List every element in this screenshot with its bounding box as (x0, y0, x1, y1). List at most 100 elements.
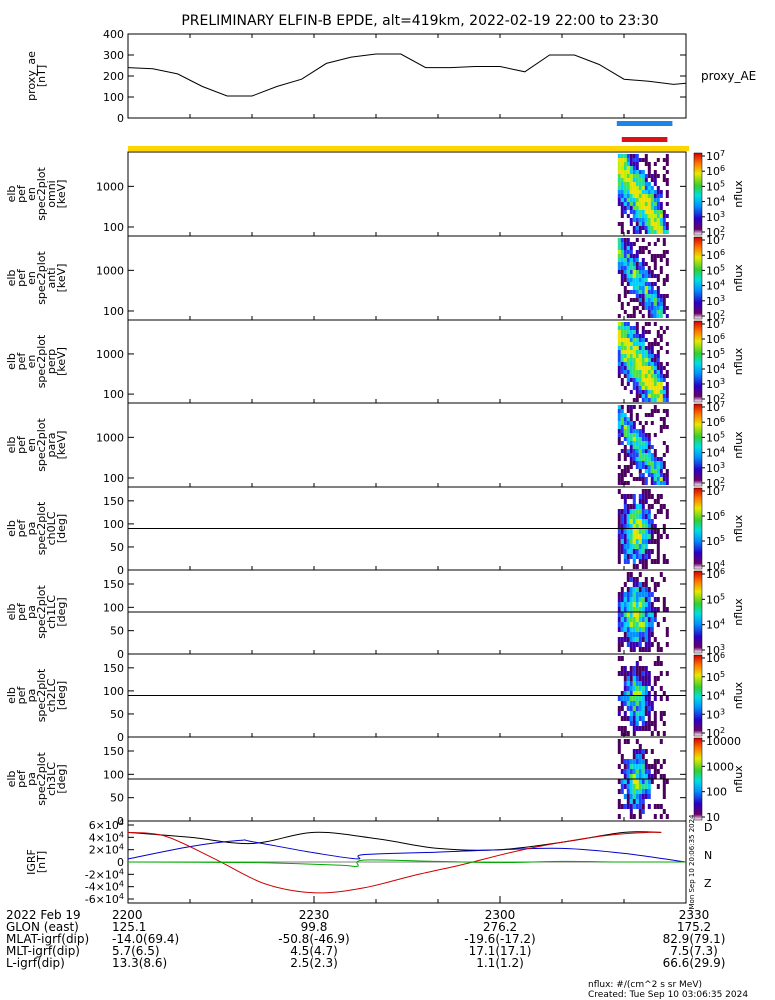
x-axis (127, 896, 687, 903)
heatmap-cell (647, 696, 651, 701)
heatmap-cell (623, 445, 627, 449)
heatmap-cell (632, 306, 636, 310)
heatmap-cell (629, 254, 633, 258)
heatmap-cell (650, 274, 654, 278)
y-axis-label-line: proxy_ae (25, 51, 38, 101)
footer-row-value: -19.6(-17.2) (464, 932, 535, 946)
heatmap-cell (650, 622, 654, 627)
heatmap-cell (617, 222, 621, 226)
heatmap-cell (653, 469, 657, 473)
heatmap-cell (662, 441, 666, 445)
heatmap-cell (641, 622, 645, 627)
heatmap-cell (641, 398, 645, 402)
heatmap-cell (632, 218, 636, 222)
heatmap-cell (629, 592, 633, 597)
heatmap-cell (665, 469, 669, 473)
heatmap-cell (638, 642, 642, 647)
heatmap-cell (620, 190, 624, 194)
heatmap-cell (647, 210, 651, 214)
colorbar (693, 236, 703, 320)
heatmap-cell (623, 266, 627, 270)
heatmap-cell (662, 298, 666, 302)
panel-frame (127, 402, 687, 488)
heatmap-cell (623, 514, 627, 519)
heatmap-cell (659, 465, 663, 469)
heatmap-cell (617, 350, 621, 354)
heatmap-cell (641, 564, 645, 569)
footer-row-label: MLT-igrf(dip) (6, 944, 80, 958)
heatmap-cell (665, 425, 669, 429)
heatmap-cell (641, 314, 645, 318)
heatmap-cell (644, 764, 648, 769)
heatmap-cell (656, 582, 660, 587)
heatmap-cell (635, 661, 639, 666)
heatmap-cell (620, 338, 624, 342)
heatmap-cell (626, 302, 630, 306)
heatmap-cell (620, 154, 624, 158)
footer-row-value: 13.3(8.6) (112, 956, 167, 970)
heatmap-cell (659, 226, 663, 230)
heatmap-cell (650, 370, 654, 374)
heatmap-cell (635, 554, 639, 559)
heatmap-cell (662, 238, 666, 242)
heatmap-cell (644, 509, 648, 514)
heatmap-cell (629, 637, 633, 642)
heatmap-cell (659, 509, 663, 514)
heatmap-cell (629, 774, 633, 779)
heatmap-cell (626, 374, 630, 378)
heatmap-cell (632, 162, 636, 166)
heatmap-cell (644, 494, 648, 499)
heatmap-cell (617, 186, 621, 190)
heatmap-cell (626, 794, 630, 799)
heatmap-cell (620, 706, 624, 711)
heatmap-cell (641, 445, 645, 449)
heatmap-cell (647, 494, 651, 499)
heatmap-cell (626, 246, 630, 250)
heatmap-cell (665, 178, 669, 182)
heatmap-cell (647, 721, 651, 726)
heatmap-cell (659, 266, 663, 270)
heatmap-cell (638, 453, 642, 457)
heatmap-cell (626, 206, 630, 210)
heatmap-cell (653, 254, 657, 258)
heatmap-cell (647, 282, 651, 286)
heatmap-cell (659, 804, 663, 809)
heatmap-cell (650, 731, 654, 736)
heatmap-cell (641, 210, 645, 214)
footer-row-value: 4.5(4.7) (290, 944, 338, 958)
heatmap-cell (635, 334, 639, 338)
heatmap-cell (626, 587, 630, 592)
heatmap-cell (623, 310, 627, 314)
heatmap-cell (641, 696, 645, 701)
y-axis-label-line: pef (15, 435, 28, 454)
heatmap-cell (629, 182, 633, 186)
heatmap-cell (647, 711, 651, 716)
heatmap-cell (656, 358, 660, 362)
y-tick-label: 150 (103, 495, 124, 508)
heatmap-cell (629, 210, 633, 214)
heatmap-cell (635, 378, 639, 382)
heatmap-cell (638, 230, 642, 234)
heatmap-cell (629, 809, 633, 814)
heatmap-cell (623, 338, 627, 342)
heatmap-cell (632, 445, 636, 449)
heatmap-cell (650, 473, 654, 477)
y-axis-label-line: elb (5, 186, 18, 203)
heatmap-cell (656, 254, 660, 258)
heatmap-cell (626, 270, 630, 274)
y-tick-label: 100 (103, 518, 124, 531)
heatmap-cell (635, 671, 639, 676)
heatmap-cell (641, 354, 645, 358)
heatmap-cell (647, 306, 651, 310)
footer-row-value: 5.7(6.5) (112, 944, 160, 958)
igrf-legend-N: N (704, 849, 712, 862)
heatmap-cell (647, 554, 651, 559)
heatmap-cell (644, 794, 648, 799)
heatmap-cell (653, 354, 657, 358)
heatmap-cell (635, 162, 639, 166)
heatmap-cell (638, 362, 642, 366)
heatmap-cell (644, 564, 648, 569)
heatmap-cell (644, 274, 648, 278)
heatmap-cell (665, 449, 669, 453)
